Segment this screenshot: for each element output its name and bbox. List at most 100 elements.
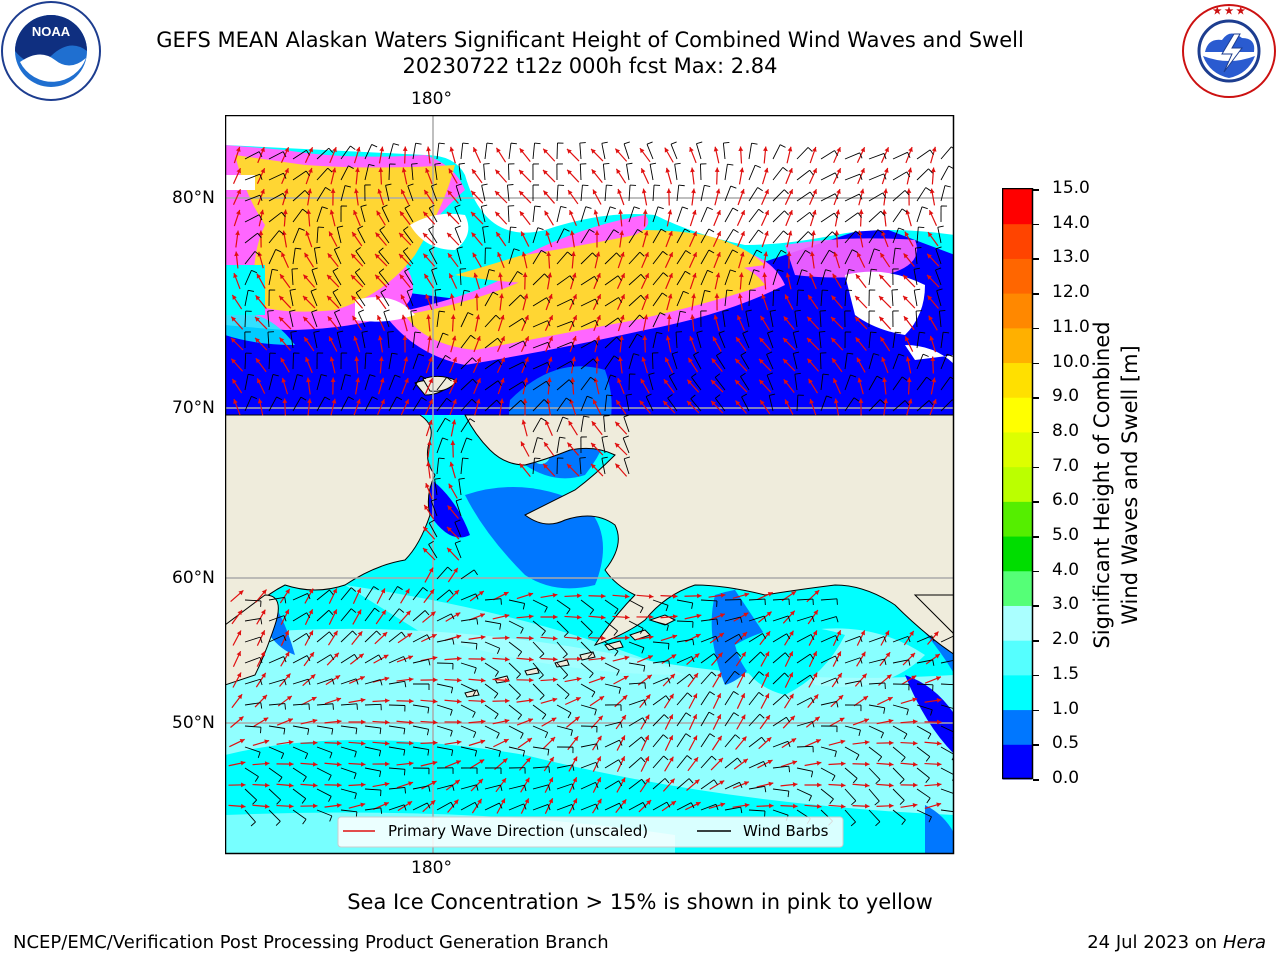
wave-direction-arrow — [735, 400, 747, 414]
wave-direction-arrow — [759, 714, 771, 730]
wind-barb — [458, 162, 465, 181]
wind-barb — [436, 566, 453, 580]
wave-direction-arrow — [570, 251, 576, 269]
wave-direction-arrow — [324, 782, 342, 788]
wave-direction-arrow — [544, 210, 554, 226]
wave-direction-arrow — [231, 693, 243, 709]
wave-direction-arrow — [808, 651, 818, 667]
wind-barb — [940, 331, 950, 349]
wave-direction-arrow — [256, 273, 266, 289]
wind-barb — [740, 372, 750, 391]
wind-barb — [580, 395, 593, 412]
wave-direction-arrow — [852, 740, 870, 745]
wind-barb — [388, 704, 406, 712]
wave-direction-arrow — [804, 803, 822, 809]
wind-barb — [724, 670, 740, 685]
colorbar-tick-label: 15.0 — [1052, 178, 1090, 198]
wave-direction-arrow — [713, 251, 721, 269]
wind-barb — [940, 185, 951, 202]
wind-barb — [412, 659, 431, 666]
wind-barb — [892, 683, 910, 691]
wind-barb — [336, 225, 344, 244]
wind-barb — [244, 151, 263, 160]
wave-direction-arrow — [902, 274, 916, 288]
wind-barb — [340, 767, 357, 779]
wind-barb — [360, 204, 367, 223]
wave-direction-arrow — [662, 778, 676, 792]
wind-barb — [556, 620, 569, 637]
wind-barb — [268, 268, 279, 286]
wind-barb — [652, 677, 671, 685]
wind-barb — [244, 725, 262, 734]
wave-direction-arrow — [492, 677, 510, 683]
wind-barb — [868, 658, 887, 666]
wave-direction-arrow — [660, 634, 678, 642]
wind-barb — [820, 701, 839, 708]
wave-direction-arrow — [521, 419, 528, 437]
wind-barb — [714, 373, 726, 391]
wave-direction-arrow — [444, 677, 462, 683]
wind-barb — [940, 376, 954, 391]
wave-direction-arrow — [468, 719, 486, 725]
wave-direction-arrow — [520, 441, 530, 457]
wind-barb — [628, 314, 645, 328]
wind-barb — [484, 725, 500, 739]
wave-direction-arrow — [712, 336, 722, 352]
wind-barb — [580, 228, 595, 244]
colorbar-tick-label: 8.0 — [1052, 420, 1080, 441]
wave-direction-arrow — [688, 714, 698, 730]
wind-barb — [292, 788, 307, 804]
colorbar-tick — [1033, 397, 1039, 399]
wind-barb — [604, 662, 620, 676]
wind-barb — [459, 268, 467, 286]
wave-direction-arrow — [516, 677, 534, 683]
wind-barb — [676, 692, 693, 706]
wind-barb — [604, 620, 618, 636]
wind-barb — [507, 184, 514, 202]
wave-direction-arrow — [377, 335, 384, 353]
wind-barb — [696, 330, 703, 349]
wave-direction-arrow — [804, 782, 822, 788]
wind-barb — [364, 725, 382, 735]
wave-direction-arrow — [282, 209, 288, 227]
wind-barb — [916, 659, 935, 666]
wave-direction-arrow — [689, 146, 697, 164]
wind-barb — [820, 616, 839, 623]
wave-direction-arrow — [761, 188, 769, 206]
wind-barb — [676, 755, 692, 769]
wind-barb — [623, 456, 630, 475]
wave-direction-arrow — [306, 377, 311, 395]
wind-barb — [268, 656, 287, 664]
wave-direction-arrow — [444, 698, 462, 704]
wind-barb — [601, 435, 608, 454]
wind-barb — [244, 656, 263, 664]
wind-barb — [316, 167, 333, 181]
wind-barb — [434, 477, 441, 496]
wave-direction-arrow — [545, 419, 553, 437]
wave-direction-arrow — [758, 736, 772, 750]
wind-barb — [676, 638, 695, 646]
wave-direction-arrow — [302, 673, 316, 687]
wave-direction-arrow — [422, 211, 436, 225]
wind-barb — [892, 171, 911, 181]
wave-direction-arrow — [640, 735, 650, 751]
wave-direction-arrow — [420, 740, 438, 746]
nws-logo: ★ ★ ★ — [1182, 4, 1276, 98]
wave-direction-arrow — [831, 357, 843, 373]
wave-direction-arrow — [229, 738, 245, 748]
wind-barb — [316, 609, 334, 622]
wave-direction-arrow — [713, 314, 720, 332]
wind-barb — [935, 267, 942, 286]
wind-barb — [772, 633, 791, 643]
colorbar-tick-label: 4.0 — [1052, 559, 1080, 580]
wave-direction-arrow — [449, 461, 456, 479]
wind-barb — [508, 361, 527, 370]
wave-direction-arrow — [353, 209, 361, 227]
wind-barb — [460, 334, 476, 349]
wind-barb — [745, 309, 752, 328]
wind-barb — [580, 206, 592, 223]
wave-direction-arrow — [735, 736, 747, 750]
wave-direction-arrow — [636, 655, 654, 663]
wave-direction-arrow — [544, 777, 554, 793]
wind-barb — [532, 297, 551, 307]
